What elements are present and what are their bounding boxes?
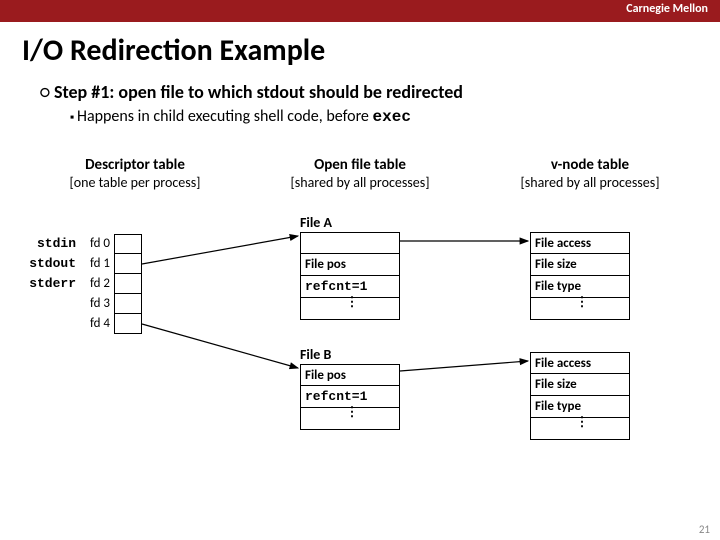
- col-sub-openfile: [shared by all processes]: [270, 174, 450, 191]
- fd-name: stderr: [20, 274, 76, 294]
- col-sub-vnode: [shared by all processes]: [500, 174, 680, 191]
- file-a-table: File pos refcnt=1 ⋮: [300, 232, 400, 320]
- vnode-a-table: File access File size File type ⋮: [530, 232, 630, 320]
- file-cell-dots: ⋮: [300, 298, 400, 320]
- diagram-arrows: [0, 156, 720, 536]
- substep-prefix: Happens in child executing shell code, b…: [77, 107, 373, 126]
- vnode-b-table: File access File size File type ⋮: [530, 352, 630, 440]
- fd-name: stdout: [20, 254, 76, 274]
- fd-cell: [114, 294, 142, 314]
- vnode-cell-dots: ⋮: [530, 298, 630, 320]
- vnode-cell: File size: [530, 254, 630, 276]
- fd-name: stdin: [20, 234, 76, 254]
- vnode-cell: File access: [530, 232, 630, 254]
- diagram-area: Descriptor table [one table per process]…: [0, 156, 720, 536]
- col-sub-descriptor: [one table per process]: [50, 174, 220, 191]
- fd-cell: [114, 234, 142, 254]
- substep-text: Happens in child executing shell code, b…: [70, 107, 720, 126]
- col-head-vnode: v-node table: [500, 156, 680, 174]
- fd-cell: [114, 274, 142, 294]
- fd-num: fd 2: [80, 274, 110, 294]
- col-head-openfile: Open file table: [270, 156, 450, 174]
- col-head-descriptor: Descriptor table: [50, 156, 220, 174]
- file-cell: File pos: [300, 364, 400, 386]
- vnode-cell-dots: ⋮: [530, 418, 630, 440]
- descriptor-table: [114, 234, 142, 334]
- file-a-label: File A: [300, 214, 332, 231]
- substep-code: exec: [373, 108, 411, 126]
- file-cell: [300, 232, 400, 254]
- file-cell: File pos: [300, 254, 400, 276]
- file-cell-dots: ⋮: [300, 408, 400, 430]
- fd-num: fd 3: [80, 294, 110, 314]
- fd-num-column: fd 0 fd 1 fd 2 fd 3 fd 4: [80, 234, 110, 334]
- file-b-table: File pos refcnt=1 ⋮: [300, 364, 400, 430]
- fd-cell: [114, 254, 142, 274]
- header-bar: [0, 0, 720, 22]
- fd-num: fd 1: [80, 254, 110, 274]
- institution-logo-text: Carnegie Mellon: [626, 2, 708, 16]
- file-b-label: File B: [300, 346, 331, 363]
- vnode-cell: File size: [530, 374, 630, 396]
- vnode-cell: File access: [530, 352, 630, 374]
- fd-name-column: stdin stdout stderr: [20, 234, 76, 294]
- fd-num: fd 0: [80, 234, 110, 254]
- fd-num: fd 4: [80, 314, 110, 334]
- page-number: 21: [699, 523, 710, 536]
- slide-title: I/O Redirection Example: [22, 32, 720, 69]
- fd-cell: [114, 314, 142, 334]
- step-text: Step #1: open file to which stdout shoul…: [40, 81, 720, 103]
